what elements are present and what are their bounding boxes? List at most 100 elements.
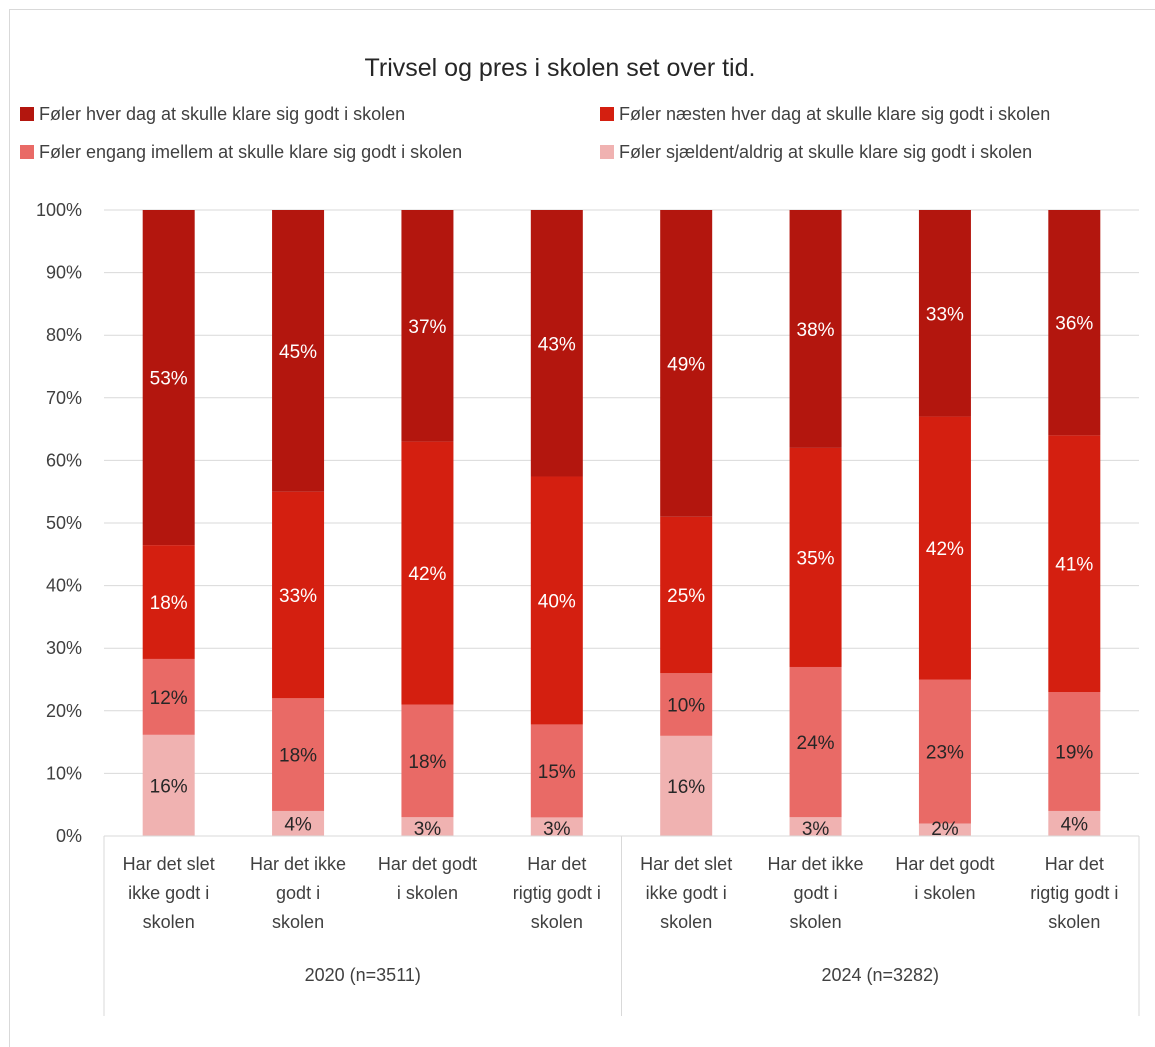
data-label: 3% [414,819,442,840]
bar-segment [789,210,842,448]
chart-title: Trivsel og pres i skolen set over tid. [365,54,756,82]
bar-segment [918,679,971,824]
x-category-label: i skolen [397,883,458,903]
data-label: 49% [667,354,705,375]
bar-segment [272,810,325,836]
data-label: 43% [538,334,576,355]
bar-segment [530,210,583,477]
bar-segment [401,441,454,705]
data-label: 18% [150,593,188,614]
bar-segment [660,673,713,736]
legend-label-3: Føler engang imellem at skulle klare sig… [39,142,462,162]
x-category-label: skolen [1048,912,1100,932]
x-category-label: Har det ikke [768,854,864,874]
x-category-label: i skolen [914,883,975,903]
x-group-label: 2020 (n=3511) [305,965,421,985]
bar-segment [142,658,195,735]
bar-segment [918,823,971,836]
x-category-label: rigtig godt i [1030,883,1118,903]
bar-segment [401,210,454,442]
x-category-label: Har det ikke [250,854,346,874]
data-label: 37% [408,317,446,338]
data-label: 12% [150,688,188,709]
bar-segment [789,666,842,818]
data-label: 2% [931,819,959,840]
bar-segment [1048,810,1101,836]
data-label: 45% [279,342,317,363]
legend-swatch-2 [600,107,614,121]
x-category-label: skolen [660,912,712,932]
legend-label-2: Føler næsten hver dag at skulle klare si… [619,104,1050,124]
data-label: 42% [408,564,446,585]
x-group-label: 2024 (n=3282) [821,965,939,985]
bar-segment [789,817,842,836]
legend-label-1: Føler hver dag at skulle klare sig godt … [39,104,405,124]
x-category-label: godt i [794,883,838,903]
x-category-label: Har det [1045,854,1104,874]
bar-segment [272,491,325,699]
bar-segment [142,210,195,546]
data-label: 42% [926,539,964,560]
bars [142,210,1101,836]
data-label: 24% [797,733,835,754]
bar-segment [272,698,325,811]
x-axis: Har det slet ikke godt i skolen Har det ikk… [103,835,1140,1016]
x-category-label: ikke godt i [128,883,209,903]
legend-swatch-1 [20,107,34,121]
data-label: 25% [667,586,705,607]
data-label: 18% [279,746,317,767]
x-category-label: skolen [531,912,583,932]
x-category-label: godt i [276,883,320,903]
bar-segment [789,447,842,667]
y-tick-label: 100% [36,200,82,220]
x-category-label: Har det [527,854,586,874]
data-label: 15% [538,762,576,783]
data-label: 4% [284,814,312,835]
data-label: 53% [150,369,188,390]
bar-segment [1048,692,1101,811]
data-label: 10% [667,696,705,717]
x-category-label: ikke godt i [646,883,727,903]
x-category-label: skolen [790,912,842,932]
legend-swatch-3 [20,145,34,159]
x-category-label: rigtig godt i [513,883,601,903]
x-category-label: Har det slet [640,854,732,874]
bar-segment [272,210,325,492]
bar-segment [660,735,713,836]
bar-segment [530,817,583,836]
y-tick-label: 90% [46,263,82,283]
x-category-label: skolen [272,912,324,932]
bar-segment [918,416,971,680]
y-axis: 0% 10% 20% 30% 40% 50% 60% 70% 80% 90% 100% [36,200,82,846]
data-label: 3% [802,819,830,840]
x-category-label: skolen [143,912,195,932]
y-tick-label: 40% [46,576,82,596]
data-label: 4% [1061,814,1089,835]
bar-segment [918,210,971,417]
data-label: 35% [797,548,835,569]
chart-frame [9,9,1155,1047]
bar-segment [401,817,454,836]
y-tick-label: 60% [46,450,82,470]
data-label: 23% [926,742,964,763]
bar-segment [660,516,713,674]
y-tick-label: 80% [46,325,82,345]
data-labels: 16% 12% 18% 53% 4% 18% 33% 45% 3% 18% 42% 37% 3% 15% 4… [150,304,1094,840]
gridlines [104,209,1139,774]
legend-swatch-4 [600,145,614,159]
bar-segment [142,545,195,659]
data-label: 3% [543,819,571,840]
data-label: 16% [150,776,188,797]
data-label: 18% [408,752,446,773]
legend: Føler hver dag at skulle klare sig godt … [20,104,1050,162]
y-tick-label: 50% [46,513,82,533]
data-label: 19% [1055,742,1093,763]
data-label: 16% [667,777,705,798]
x-category-label: Har det godt [895,854,994,874]
data-label: 40% [538,591,576,612]
bar-segment [530,724,583,818]
x-category-label: Har det slet [123,854,215,874]
y-tick-label: 20% [46,701,82,721]
legend-label-4: Føler sjældent/aldrig at skulle klare si… [619,142,1032,162]
